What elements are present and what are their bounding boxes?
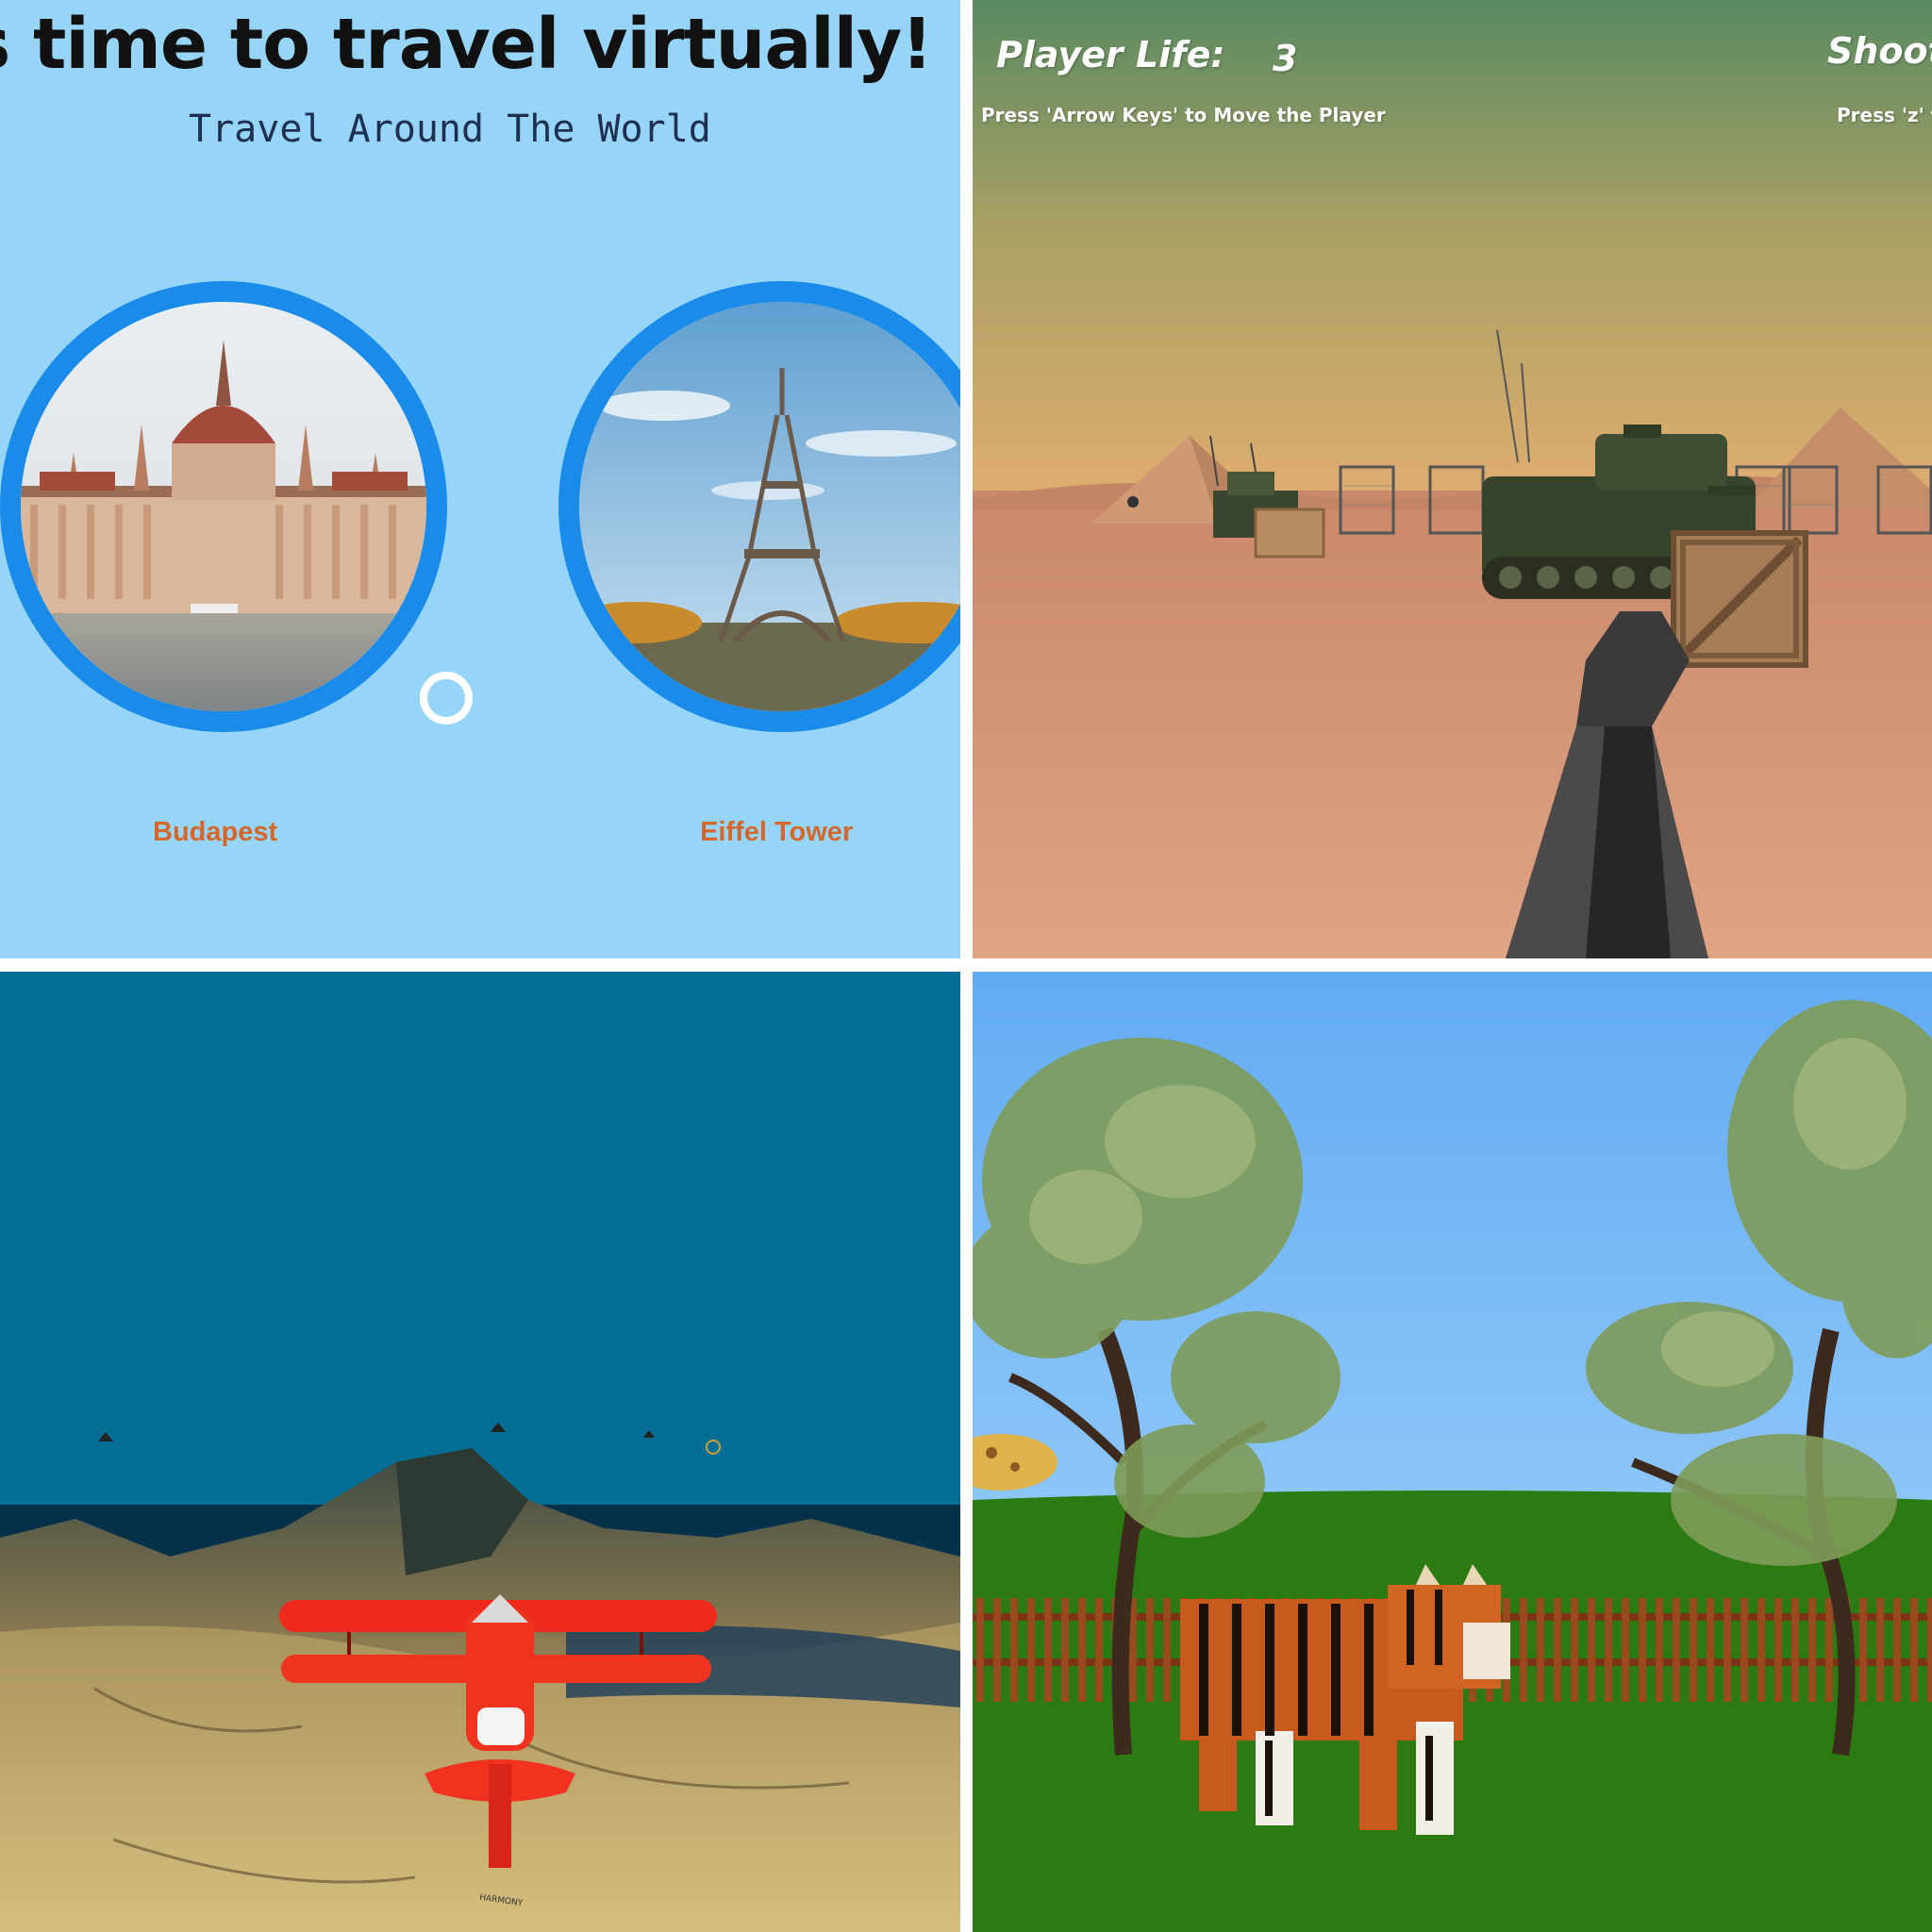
- fence-picket: [1622, 1598, 1629, 1702]
- parliament-building-icon: [21, 302, 426, 711]
- eiffel-tower-icon: [579, 302, 960, 711]
- fence-picket: [1163, 1598, 1171, 1702]
- zoo-scene: [973, 972, 1932, 1932]
- fence-picket: [1791, 1598, 1799, 1702]
- tiger: [1180, 1564, 1510, 1835]
- fence-picket: [1537, 1598, 1544, 1702]
- travel-website-panel: 's time to travel virtually! Travel Arou…: [0, 0, 960, 958]
- travel-page-subtitle: Travel Around The World: [189, 108, 711, 151]
- tank-game-panel: Player Life: 3 Shoot Press 'Arrow Keys' …: [973, 0, 1932, 958]
- fence-picket: [1808, 1598, 1816, 1702]
- fence-picket: [1724, 1598, 1731, 1702]
- pyramid-right: [1746, 408, 1932, 509]
- budapest-card[interactable]: [0, 281, 447, 732]
- fence-picket: [1893, 1598, 1901, 1702]
- fence-picket: [1554, 1598, 1561, 1702]
- zoo-panel: [973, 972, 1932, 1932]
- tree-right: [1586, 1000, 1932, 1757]
- fence-picket: [1757, 1598, 1765, 1702]
- fence-picket: [993, 1598, 1001, 1702]
- fence-picket: [1825, 1598, 1833, 1702]
- player-life-label: Player Life:: [996, 34, 1225, 75]
- fence-picket: [1129, 1598, 1137, 1702]
- flight-scene: [0, 972, 960, 1932]
- fence-picket: [1044, 1598, 1052, 1702]
- fence-picket: [1520, 1598, 1527, 1702]
- fence-picket: [1774, 1598, 1782, 1702]
- crate-far: [1254, 508, 1325, 558]
- giraffe-head: [973, 1434, 1058, 1491]
- move-hint: Press 'Arrow Keys' to Move the Player: [981, 104, 1386, 126]
- fence-picket: [1690, 1598, 1697, 1702]
- budapest-label[interactable]: Budapest: [153, 817, 278, 847]
- eiffel-tower-label[interactable]: Eiffel Tower: [700, 817, 854, 847]
- fence-picket: [1010, 1598, 1018, 1702]
- enemy-planes: [98, 1423, 655, 1441]
- tree-left: [973, 1038, 1341, 1756]
- slide-indicator[interactable]: [420, 672, 473, 724]
- fence-picket: [1027, 1598, 1035, 1702]
- fence-picket: [1740, 1598, 1748, 1702]
- player-life-value: 3: [1273, 38, 1298, 79]
- desert-scene: [973, 0, 1932, 958]
- fence-picket: [1876, 1598, 1884, 1702]
- fence-picket: [976, 1598, 984, 1702]
- target-reticle: [706, 1440, 721, 1455]
- shoot-hint: Press 'z' t: [1837, 104, 1932, 126]
- fence-picket: [1061, 1598, 1069, 1702]
- red-biplane: [279, 1594, 717, 1868]
- fence-picket: [1927, 1598, 1932, 1702]
- fence-picket: [1588, 1598, 1595, 1702]
- fence-picket: [1910, 1598, 1918, 1702]
- fence-picket: [1639, 1598, 1646, 1702]
- fence-picket: [1146, 1598, 1154, 1702]
- fence-picket: [1605, 1598, 1612, 1702]
- travel-page-title: 's time to travel virtually!: [0, 4, 933, 85]
- fence-picket: [1673, 1598, 1680, 1702]
- fence-picket: [1707, 1598, 1714, 1702]
- fence-picket: [1859, 1598, 1867, 1702]
- shoot-label: Shoot: [1827, 30, 1932, 72]
- flight-game-panel: HARMONY: [0, 972, 960, 1932]
- eiffel-tower-card[interactable]: [558, 281, 960, 732]
- fence-picket: [1078, 1598, 1086, 1702]
- crate-near: [1671, 530, 1808, 668]
- fence-picket: [1095, 1598, 1103, 1702]
- fence-picket: [1656, 1598, 1663, 1702]
- fence-picket: [1571, 1598, 1578, 1702]
- player-gun: [1506, 611, 1708, 958]
